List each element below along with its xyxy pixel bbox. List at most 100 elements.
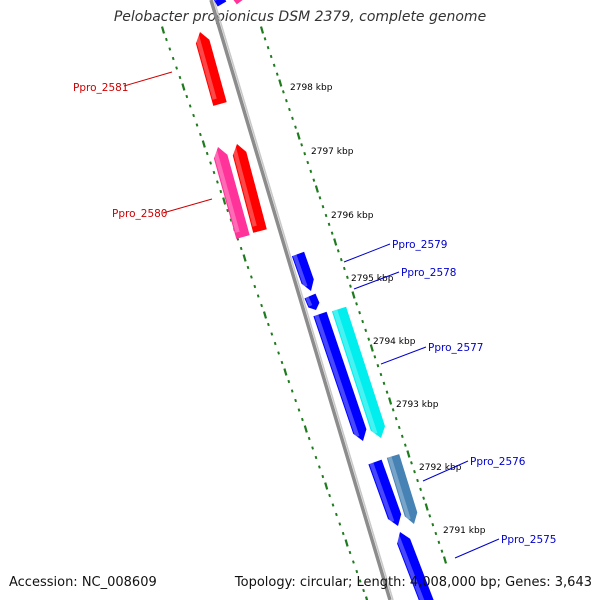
outer-tick bbox=[318, 465, 321, 469]
inner-tick bbox=[428, 514, 432, 518]
outer-tick bbox=[267, 322, 270, 327]
outer-tick bbox=[209, 161, 212, 165]
outer-tick bbox=[358, 579, 362, 583]
gene-label-ppro-2576[interactable]: Ppro_2576 bbox=[470, 456, 526, 468]
gene-label-ppro-2578[interactable]: Ppro_2578 bbox=[401, 267, 456, 279]
outer-tick bbox=[287, 379, 291, 384]
inner-tick bbox=[309, 169, 313, 174]
outer-tick bbox=[175, 66, 178, 70]
outer-tick bbox=[160, 26, 166, 34]
inner-tick bbox=[321, 204, 325, 209]
inner-tick bbox=[263, 37, 267, 41]
outer-tick bbox=[185, 94, 189, 99]
gene-label-ppro-2580[interactable]: Ppro_2580 bbox=[112, 208, 167, 220]
gene-ppro-2581 bbox=[195, 32, 227, 106]
outer-tick bbox=[253, 284, 257, 289]
inner-tick bbox=[355, 302, 358, 306]
inner-tick bbox=[318, 196, 322, 200]
inner-tick bbox=[400, 434, 404, 439]
inner-tick bbox=[303, 151, 307, 156]
scale-label-6: 2792 kbp bbox=[419, 463, 462, 473]
inner-tick bbox=[288, 107, 291, 112]
outer-tick bbox=[301, 417, 304, 422]
gene-ppro-2581-shade bbox=[194, 32, 217, 100]
gene-label-leader bbox=[454, 538, 500, 559]
scale-label-7: 2791 kbp bbox=[443, 526, 486, 536]
outer-tick bbox=[270, 332, 274, 336]
outer-tick bbox=[262, 311, 268, 319]
gene-label-leader bbox=[353, 271, 400, 290]
inner-tick bbox=[358, 310, 361, 315]
inner-tick bbox=[403, 443, 407, 447]
inner-tick bbox=[413, 469, 416, 474]
outer-tick bbox=[250, 275, 253, 279]
inner-tick bbox=[324, 213, 328, 218]
backbone-shadow bbox=[213, 0, 394, 600]
outer-tick bbox=[178, 75, 182, 80]
gene-label-ppro-2577[interactable]: Ppro_2577 bbox=[428, 342, 483, 354]
inner-tick bbox=[431, 522, 435, 527]
outer-tick bbox=[324, 482, 329, 490]
inner-tick bbox=[349, 284, 352, 288]
gene-labels: Ppro_2581 Ppro_2580 Ppro_2579 Ppro_2578 Ppro… bbox=[73, 71, 556, 559]
gene-features bbox=[194, 0, 434, 600]
inner-tick bbox=[397, 425, 401, 430]
outer-tick bbox=[303, 425, 308, 433]
inner-tick bbox=[346, 275, 349, 280]
gene-top-blue bbox=[213, 0, 227, 7]
inner-tick bbox=[385, 390, 389, 394]
inner-tick bbox=[434, 531, 438, 536]
outer-tick bbox=[297, 408, 301, 412]
inner-tick bbox=[285, 98, 288, 103]
gene-ppro-2576-shade bbox=[387, 456, 411, 520]
outer-tick bbox=[338, 522, 342, 526]
inner-tick bbox=[379, 372, 383, 377]
gene-label-leader bbox=[343, 243, 391, 263]
inner-tick bbox=[327, 222, 331, 227]
scale-label-1: 2797 kbp bbox=[311, 147, 354, 157]
gene-label-ppro-2581[interactable]: Ppro_2581 bbox=[73, 82, 128, 94]
outer-tick bbox=[199, 132, 202, 137]
gene-ppro-2579-shade bbox=[292, 254, 308, 288]
inner-tick bbox=[336, 249, 340, 253]
inner-tick bbox=[410, 461, 413, 465]
inner-tick bbox=[369, 344, 374, 352]
gene-label-leader bbox=[380, 346, 427, 365]
outer-tick bbox=[201, 140, 206, 148]
scale-label-2: 2796 kbp bbox=[331, 211, 374, 221]
inner-tick bbox=[416, 478, 419, 483]
outer-tick bbox=[355, 569, 359, 574]
topology-info: Topology: circular; Length: 4,008,000 bp… bbox=[234, 575, 592, 590]
inner-tick bbox=[388, 397, 393, 405]
outer-tick bbox=[219, 189, 223, 194]
inner-tick bbox=[351, 291, 356, 299]
gene-ppro-2575-shade bbox=[394, 532, 425, 600]
inner-tick bbox=[373, 355, 377, 359]
inner-tick bbox=[361, 319, 365, 324]
inner-tick bbox=[275, 72, 279, 76]
outer-tick bbox=[260, 303, 263, 308]
inner-tick bbox=[437, 540, 441, 545]
outer-tick bbox=[242, 254, 247, 262]
outer-tick bbox=[188, 104, 192, 108]
outer-tick bbox=[290, 389, 294, 393]
inner-tick bbox=[342, 266, 346, 271]
gene-label-ppro-2575[interactable]: Ppro_2575 bbox=[501, 534, 556, 546]
outer-tick bbox=[195, 123, 199, 127]
outer-tick bbox=[294, 398, 297, 403]
inner-tick bbox=[424, 503, 429, 511]
outer-tick bbox=[307, 436, 311, 441]
inner-tick bbox=[281, 90, 285, 94]
gene-label-ppro-2579[interactable]: Ppro_2579 bbox=[392, 239, 447, 251]
gene-ppro-2580-shade bbox=[212, 147, 240, 233]
inner-tick bbox=[376, 363, 380, 368]
outer-tick bbox=[344, 539, 349, 547]
outer-tick bbox=[331, 503, 335, 507]
outer-tick bbox=[364, 596, 369, 600]
inner-tick bbox=[419, 487, 422, 492]
gene-label-leader bbox=[162, 198, 213, 214]
map-title: Pelobacter propionicus DSM 2379, complet… bbox=[113, 9, 487, 25]
outer-tick bbox=[256, 294, 260, 298]
inner-tick bbox=[422, 496, 426, 500]
outer-tick bbox=[205, 151, 209, 156]
